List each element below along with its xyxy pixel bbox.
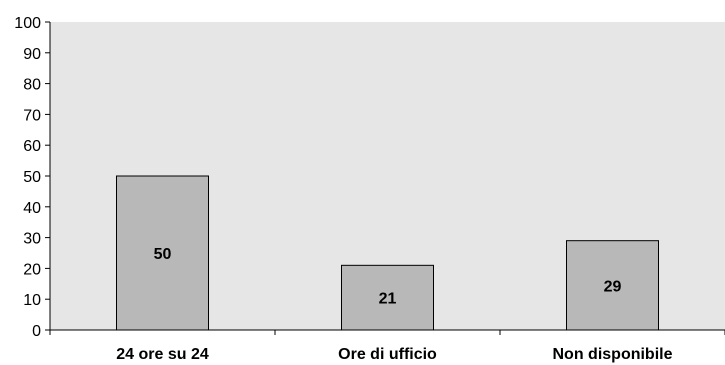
bar-value-label: 50 bbox=[154, 246, 172, 263]
y-tick-label: 30 bbox=[23, 231, 41, 248]
y-axis-ticks: 0 10 20 30 40 50 60 70 80 90 100 bbox=[14, 15, 50, 340]
x-category-label: Ore di ufficio bbox=[338, 346, 437, 363]
y-tick-label: 40 bbox=[23, 200, 41, 217]
bar bbox=[341, 264, 434, 331]
y-tick-label: 70 bbox=[23, 107, 41, 124]
bar-value-label: 21 bbox=[379, 291, 397, 308]
x-category-label: 24 ore su 24 bbox=[116, 346, 209, 363]
y-tick-label: 10 bbox=[23, 292, 41, 309]
x-axis-ticks: 24 ore su 24 Ore di ufficio Non disponibil… bbox=[49, 330, 725, 363]
y-tick-label: 20 bbox=[23, 261, 41, 278]
x-category-label: Non disponibile bbox=[553, 346, 673, 363]
y-tick-label: 80 bbox=[23, 77, 41, 94]
bar bbox=[566, 240, 659, 331]
y-tick-label: 60 bbox=[23, 138, 41, 155]
y-tick-label: 90 bbox=[23, 46, 41, 63]
bars: 50 21 29 bbox=[116, 175, 659, 331]
y-tick-label: 100 bbox=[14, 15, 41, 32]
y-tick-label: 0 bbox=[32, 323, 41, 340]
y-tick-label: 50 bbox=[23, 169, 41, 186]
bar-value-label: 29 bbox=[604, 278, 622, 295]
bar bbox=[116, 175, 209, 331]
